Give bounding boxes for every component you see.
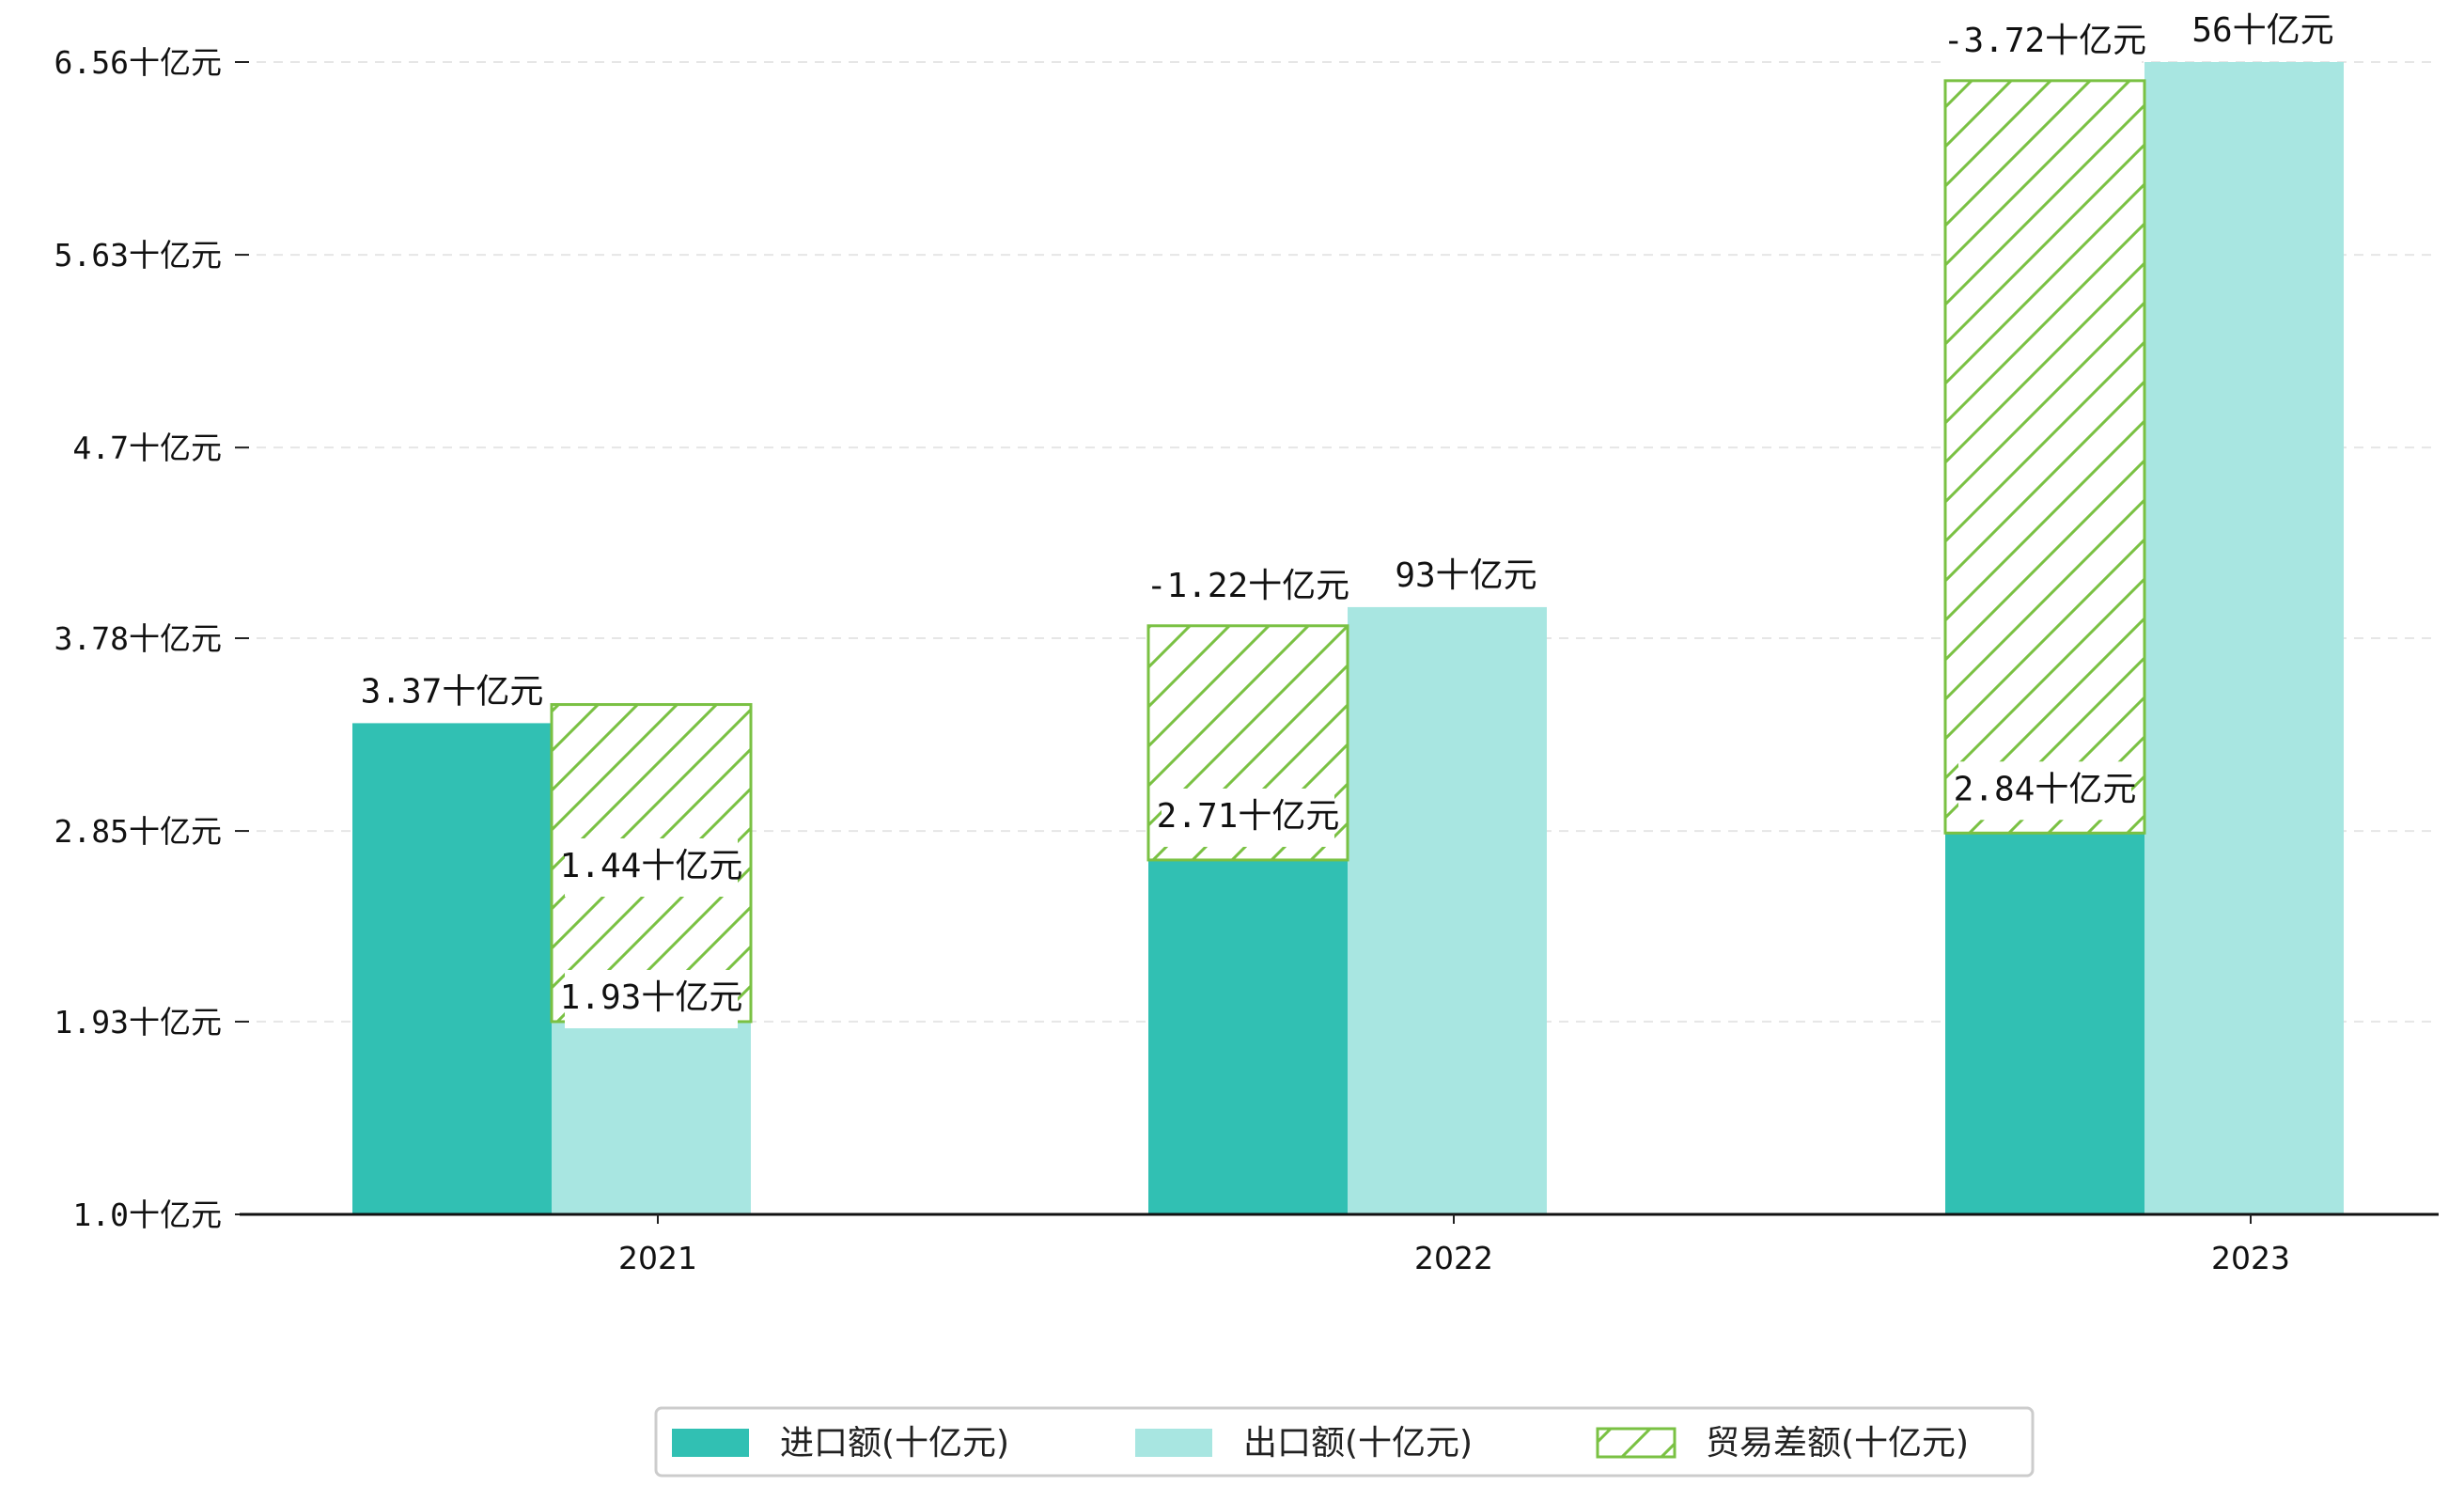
import-label: 2.84十亿元 bbox=[1954, 770, 2137, 808]
y-tick-label: 2.85十亿元 bbox=[55, 813, 222, 850]
import-label: 3.37十亿元 bbox=[361, 672, 544, 711]
import-bar bbox=[1148, 859, 1348, 1214]
legend-swatch-import bbox=[672, 1429, 749, 1457]
trade-balance-bar bbox=[1943, 79, 2146, 835]
legend-label: 贸易差额(十亿元) bbox=[1706, 1424, 1969, 1463]
trade-balance-label-bg bbox=[565, 838, 738, 897]
export-label-bg bbox=[565, 970, 738, 1028]
x-tick-label: 2021 bbox=[618, 1240, 697, 1276]
y-tick-label: 1.93十亿元 bbox=[55, 1004, 222, 1040]
export-bar bbox=[552, 1021, 751, 1214]
trade-balance-label-bg bbox=[1151, 557, 1345, 617]
x-tick-label: 2022 bbox=[1414, 1240, 1493, 1276]
export-label: 56十亿元 bbox=[2191, 11, 2333, 50]
import-label-bg bbox=[1958, 761, 2131, 821]
export-bar bbox=[1348, 606, 1547, 1214]
legend-label: 出口额(十亿元) bbox=[1243, 1424, 1473, 1463]
export-label: 1.93十亿元 bbox=[560, 978, 743, 1017]
export-bar bbox=[2144, 62, 2344, 1214]
import-bar bbox=[352, 723, 552, 1214]
y-tick-label: 4.7十亿元 bbox=[72, 430, 222, 466]
legend-swatch-export bbox=[1135, 1429, 1212, 1457]
trade-balance-label: 1.44十亿元 bbox=[560, 847, 743, 885]
y-tick-label: 3.78十亿元 bbox=[55, 620, 222, 657]
y-tick-label: 1.0十亿元 bbox=[72, 1197, 222, 1233]
import-bar bbox=[1945, 833, 2144, 1214]
axes: 1.0十亿元 1.93十亿元 2.85十亿元 3.78十亿元 4.7十亿元 5.63十亿元… bbox=[55, 44, 2439, 1276]
y-tick-label: 6.56十亿元 bbox=[55, 44, 222, 81]
legend-box bbox=[654, 1406, 2035, 1478]
trade-balance-label: -1.22十亿元 bbox=[1146, 567, 1349, 605]
import-label-bg bbox=[1162, 788, 1334, 847]
legend-label: 进口额(十亿元) bbox=[780, 1424, 1009, 1463]
data-labels: 3.37十亿元 1.44十亿元 1.93十亿元 2.71十亿元 -1.22十亿元 93十亿… bbox=[361, 11, 2334, 1028]
y-tick-label: 5.63十亿元 bbox=[55, 237, 222, 274]
legend-swatch-trade-balance bbox=[1596, 1427, 1676, 1459]
x-tick-label: 2023 bbox=[2211, 1240, 2290, 1276]
trade-balance-label: -3.72十亿元 bbox=[1943, 22, 2146, 60]
trade-balance-label-bg bbox=[1948, 12, 2142, 71]
export-label: 93十亿元 bbox=[1395, 556, 1536, 595]
import-label: 2.71十亿元 bbox=[1157, 797, 1340, 836]
legend: 进口额(十亿元) 出口额(十亿元) 贸易差额(十亿元) bbox=[654, 1406, 2035, 1478]
